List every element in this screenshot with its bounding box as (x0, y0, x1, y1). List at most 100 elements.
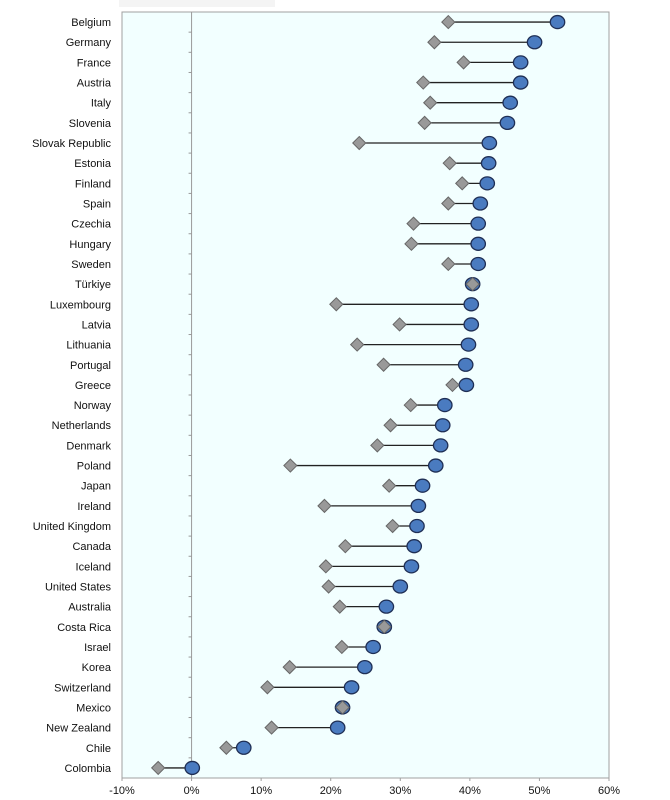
data-row (441, 14, 566, 30)
x-tick-label: -10% (109, 785, 135, 797)
circle-marker (512, 75, 529, 90)
circle-marker (410, 498, 427, 514)
data-row (454, 176, 496, 191)
category-label: Costa Rica (57, 622, 112, 634)
circle-marker (392, 579, 409, 594)
category-label: Czechia (71, 219, 112, 231)
diamond-marker (416, 75, 431, 90)
category-label: Norway (74, 400, 112, 412)
diamond-marker (260, 680, 275, 695)
category-label: United Kingdom (33, 521, 111, 533)
category-label: Netherlands (52, 420, 112, 432)
data-row (456, 55, 529, 70)
category-label: Japan (81, 481, 111, 493)
diamond-marker (385, 518, 400, 534)
data-row (441, 196, 489, 211)
data-row (338, 538, 423, 554)
circle-marker (458, 377, 475, 393)
circle-marker (235, 740, 252, 755)
header-bar (119, 0, 275, 7)
data-row (422, 95, 519, 110)
diamond-marker (283, 458, 298, 473)
diamond-marker (442, 155, 457, 171)
data-row (349, 337, 477, 352)
data-rows (150, 14, 566, 776)
data-row (332, 599, 395, 614)
diamond-marker (335, 700, 350, 715)
category-label: Sweden (71, 259, 111, 271)
diamond-marker (219, 740, 234, 755)
circle-marker (460, 337, 477, 352)
category-label: Slovak Republic (32, 138, 111, 150)
data-row (219, 740, 252, 755)
category-label: Canada (72, 541, 111, 553)
circle-marker (502, 95, 519, 110)
circle-marker (463, 317, 480, 332)
circle-marker (470, 236, 487, 251)
data-row (417, 115, 516, 131)
category-label: Israel (84, 642, 111, 654)
category-label: Germany (66, 37, 112, 49)
circle-marker (499, 115, 516, 131)
circle-marker (479, 176, 496, 191)
category-label: Iceland (76, 561, 111, 573)
diamond-marker (456, 55, 471, 70)
x-tick-label: 40% (459, 785, 481, 797)
diamond-marker (318, 559, 334, 574)
category-label: Türkiye (75, 279, 111, 291)
data-row (282, 659, 373, 675)
data-row (352, 135, 498, 151)
x-tick-label: 0% (184, 785, 200, 797)
x-tick-label: 30% (389, 785, 411, 797)
category-label: Portugal (70, 360, 111, 372)
data-row (150, 760, 201, 776)
data-row (283, 458, 444, 473)
category-label: Finland (75, 178, 111, 190)
data-row (317, 498, 427, 514)
category-label: Austria (77, 78, 112, 90)
data-row (406, 216, 487, 231)
diamond-marker (383, 418, 398, 433)
diamond-marker (427, 35, 442, 50)
category-label: Colombia (65, 763, 112, 775)
data-row (334, 639, 382, 655)
diamond-marker (352, 135, 367, 151)
data-row (441, 256, 487, 272)
data-row (334, 700, 351, 715)
diamond-marker (392, 317, 407, 332)
circle-marker (403, 559, 420, 574)
circle-marker (432, 438, 449, 453)
diamond-marker (445, 377, 460, 393)
circle-marker (378, 599, 395, 614)
data-row (370, 438, 449, 453)
category-label: Switzerland (54, 682, 111, 694)
circle-marker (184, 760, 201, 776)
diamond-marker (441, 196, 456, 211)
category-label: New Zealand (46, 723, 111, 735)
circle-marker (427, 458, 444, 473)
circle-marker (434, 418, 451, 433)
circle-marker (356, 659, 373, 675)
data-row (260, 680, 360, 695)
data-row (264, 720, 346, 735)
circle-marker (526, 35, 543, 50)
category-label: Greece (75, 380, 111, 392)
category-label: Latvia (82, 319, 112, 331)
circle-marker (470, 216, 487, 231)
diamond-marker (321, 579, 336, 594)
diamond-marker (465, 276, 480, 292)
category-label: Belgium (71, 17, 111, 29)
category-label: Korea (82, 662, 112, 674)
data-row (329, 297, 480, 312)
diamond-marker (441, 256, 456, 272)
data-row (392, 317, 480, 332)
circle-marker (512, 55, 529, 70)
circle-marker (549, 14, 566, 30)
diamond-marker (150, 760, 166, 776)
category-label: Luxembourg (50, 299, 111, 311)
x-tick-label: 60% (598, 785, 620, 797)
data-row (383, 418, 451, 433)
category-label: Mexico (76, 702, 111, 714)
category-label: Estonia (74, 158, 112, 170)
